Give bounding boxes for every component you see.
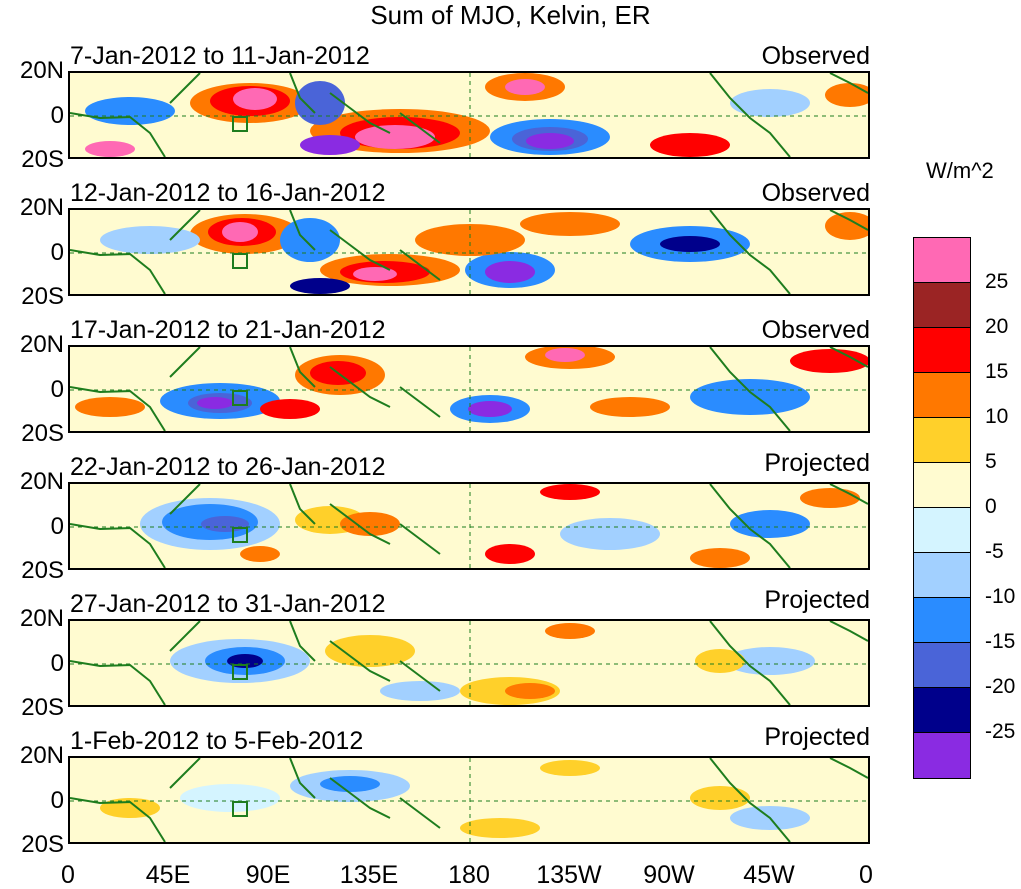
colorbar-label: 0 bbox=[985, 495, 997, 518]
ylab-p2-0: 0 bbox=[50, 239, 64, 266]
anomaly-fill-1 bbox=[85, 73, 868, 157]
colorbar-label: 10 bbox=[985, 405, 1009, 428]
panel-6-status: Projected bbox=[764, 723, 870, 751]
colorbar-label: 20 bbox=[985, 315, 1009, 338]
panel-2-status: Observed bbox=[761, 179, 870, 207]
ylab-p2-20n: 20N bbox=[19, 194, 64, 221]
xlab-45w: 45W bbox=[743, 861, 795, 889]
colorbar-swatch bbox=[914, 328, 970, 373]
panel-5-status: Projected bbox=[764, 586, 870, 614]
colorbar bbox=[913, 237, 971, 779]
xlab-0: 0 bbox=[61, 861, 75, 889]
colorbar-swatch bbox=[914, 553, 970, 598]
anomaly-fill-3 bbox=[75, 347, 868, 423]
ylab-p3-0: 0 bbox=[50, 376, 64, 403]
ylab-p5-20s: 20S bbox=[21, 694, 64, 721]
map-panel-5 bbox=[68, 619, 870, 707]
ylab-p3-20s: 20S bbox=[21, 420, 64, 447]
ylab-p6-20s: 20S bbox=[21, 831, 64, 858]
anomaly-fill-5 bbox=[170, 623, 815, 705]
xlab-135e: 135E bbox=[339, 861, 399, 889]
xlab-45e: 45E bbox=[145, 861, 191, 889]
xlab-90e: 90E bbox=[245, 861, 291, 889]
colorbar-label: 5 bbox=[985, 450, 997, 473]
anomaly-fill-6 bbox=[100, 760, 810, 838]
colorbar-label: -5 bbox=[985, 540, 1004, 563]
panel-3-status: Observed bbox=[761, 316, 870, 344]
colorbar-swatch bbox=[914, 508, 970, 553]
panel-2-period: 12-Jan-2012 to 16-Jan-2012 bbox=[70, 179, 386, 207]
colorbar-swatch bbox=[914, 373, 970, 418]
colorbar-swatch bbox=[914, 733, 970, 778]
panel-6-period: 1-Feb-2012 to 5-Feb-2012 bbox=[70, 727, 364, 755]
ylab-p4-20s: 20S bbox=[21, 557, 64, 584]
colorbar-swatch bbox=[914, 688, 970, 733]
ylab-p1-20n: 20N bbox=[19, 57, 64, 84]
colorbar-unit: W/m^2 bbox=[926, 158, 994, 183]
ylab-p1-20s: 20S bbox=[21, 146, 64, 173]
xlab-0-end: 0 bbox=[859, 861, 873, 889]
anomaly-fill-4 bbox=[140, 484, 860, 568]
colorbar-label: -25 bbox=[985, 720, 1016, 743]
ylab-p5-20n: 20N bbox=[19, 605, 64, 632]
panel-1-status: Observed bbox=[761, 42, 870, 70]
ylab-p6-0: 0 bbox=[50, 787, 64, 814]
ylab-p2-20s: 20S bbox=[21, 283, 64, 310]
ylab-p3-20n: 20N bbox=[19, 331, 64, 358]
ylab-p5-0: 0 bbox=[50, 650, 64, 677]
map-panel-4 bbox=[68, 482, 870, 570]
panel-4-period: 22-Jan-2012 to 26-Jan-2012 bbox=[70, 453, 386, 481]
colorbar-swatch bbox=[914, 283, 970, 328]
map-panel-3 bbox=[68, 345, 870, 433]
panel-4-status: Projected bbox=[764, 449, 870, 477]
colorbar-label: 25 bbox=[985, 270, 1009, 293]
xlab-180: 180 bbox=[448, 861, 490, 889]
colorbar-label: -15 bbox=[985, 630, 1016, 653]
map-panel-6 bbox=[68, 756, 870, 844]
colorbar-swatch bbox=[914, 463, 970, 508]
map-title: Sum of MJO, Kelvin, ER bbox=[370, 0, 651, 30]
xlab-135w: 135W bbox=[536, 861, 602, 889]
colorbar-swatch bbox=[914, 598, 970, 643]
ylab-p1-0: 0 bbox=[50, 102, 64, 129]
ylab-p6-20n: 20N bbox=[19, 742, 64, 769]
panel-3-period: 17-Jan-2012 to 21-Jan-2012 bbox=[70, 316, 386, 344]
colorbar-label: -20 bbox=[985, 675, 1016, 698]
colorbar-label: -10 bbox=[985, 585, 1016, 608]
colorbar-swatch bbox=[914, 238, 970, 283]
ylab-p4-0: 0 bbox=[50, 513, 64, 540]
xlab-90w: 90W bbox=[643, 861, 695, 889]
map-panel-2 bbox=[68, 208, 870, 296]
map-panel-1 bbox=[68, 71, 870, 159]
colorbar-label: 15 bbox=[985, 360, 1009, 383]
panel-1-period: 7-Jan-2012 to 11-Jan-2012 bbox=[70, 42, 370, 70]
panel-5-period: 27-Jan-2012 to 31-Jan-2012 bbox=[70, 590, 386, 618]
anomaly-fill-2 bbox=[100, 212, 868, 294]
ylab-p4-20n: 20N bbox=[19, 468, 64, 495]
colorbar-swatch bbox=[914, 418, 970, 463]
colorbar-swatch bbox=[914, 643, 970, 688]
